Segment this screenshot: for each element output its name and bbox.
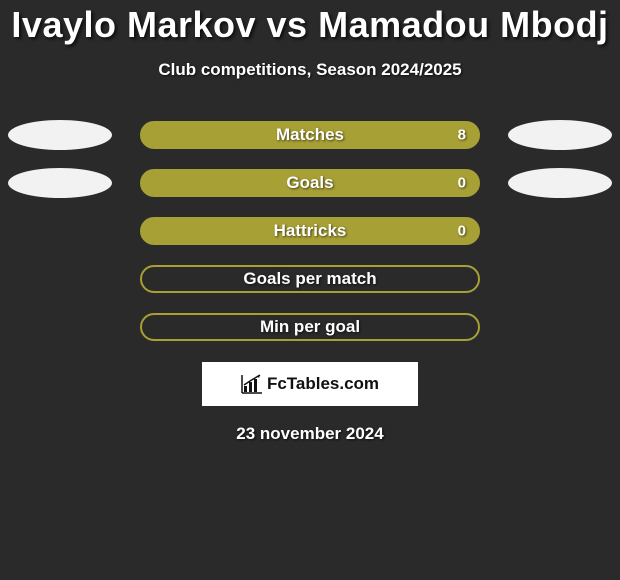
stat-value: 0 [458, 175, 466, 192]
player2-indicator [508, 216, 612, 246]
logo-box[interactable]: FcTables.com [202, 362, 418, 406]
stat-label: Hattricks [274, 221, 347, 241]
footer-date: 23 november 2024 [0, 424, 620, 444]
stat-label: Matches [276, 125, 344, 145]
stat-label: Goals [286, 173, 333, 193]
player1-indicator [8, 120, 112, 150]
page-title: Ivaylo Markov vs Mamadou Mbodj [0, 4, 620, 46]
comparison-widget: Ivaylo Markov vs Mamadou Mbodj Club comp… [0, 4, 620, 444]
player2-indicator [508, 120, 612, 150]
player1-indicator [8, 168, 112, 198]
stat-bar: Matches 8 [140, 121, 480, 149]
stats-rows: Matches 8 Goals 0 Hattricks 0 Goals per match M… [0, 120, 620, 342]
player2-indicator [508, 168, 612, 198]
stat-bar: Goals per match [140, 265, 480, 293]
chart-icon [241, 374, 263, 394]
player1-indicator [8, 264, 112, 294]
player2-indicator [508, 264, 612, 294]
stat-value: 8 [458, 127, 466, 144]
page-subtitle: Club competitions, Season 2024/2025 [0, 60, 620, 80]
stat-row: Hattricks 0 [0, 216, 620, 246]
stat-label: Goals per match [243, 269, 376, 289]
player2-indicator [508, 312, 612, 342]
stat-bar: Goals 0 [140, 169, 480, 197]
stat-bar: Min per goal [140, 313, 480, 341]
stat-row: Min per goal [0, 312, 620, 342]
stat-row: Goals per match [0, 264, 620, 294]
stat-label: Min per goal [260, 317, 360, 337]
logo-text: FcTables.com [267, 374, 379, 394]
stat-row: Goals 0 [0, 168, 620, 198]
stat-row: Matches 8 [0, 120, 620, 150]
stat-bar: Hattricks 0 [140, 217, 480, 245]
player1-indicator [8, 312, 112, 342]
player1-indicator [8, 216, 112, 246]
stat-value: 0 [458, 223, 466, 240]
